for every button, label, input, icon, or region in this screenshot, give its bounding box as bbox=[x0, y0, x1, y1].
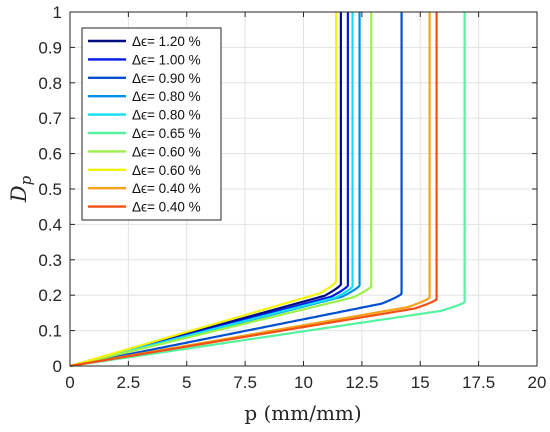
legend-entry: Δϵ= 0.80 % bbox=[132, 89, 201, 104]
axis-ticks: 0 2.5 5 7.5 10 12.5 15 17.5 20 0 0.1 0.2 0.3 0.4 0.5 0.… bbox=[38, 3, 546, 392]
legend-entry: Δϵ= 0.80 % bbox=[132, 108, 201, 123]
x-tick-label: 2.5 bbox=[117, 373, 141, 392]
series-line bbox=[69, 12, 338, 368]
legend: Δϵ= 1.20 % Δϵ= 1.00 % Δϵ= 0.90 % Δϵ= 0.80 %… bbox=[81, 27, 222, 221]
y-tick-label: 0.1 bbox=[38, 322, 62, 341]
legend-entry: Δϵ= 1.20 % bbox=[132, 34, 201, 49]
y-tick-label: 0 bbox=[53, 357, 62, 376]
y-tick-label: 0.3 bbox=[38, 251, 62, 270]
y-tick-label: 0.9 bbox=[38, 38, 62, 57]
y-axis-label-sub: p bbox=[17, 175, 35, 185]
x-tick-label: 0 bbox=[65, 373, 74, 392]
y-tick-label: 0.2 bbox=[38, 286, 62, 305]
y-tick-label: 0.8 bbox=[38, 74, 62, 93]
x-tick-label: 5 bbox=[182, 373, 191, 392]
y-tick-label: 1 bbox=[53, 3, 62, 22]
x-tick-label: 20 bbox=[528, 373, 547, 392]
legend-entry: Δϵ= 0.60 % bbox=[132, 163, 201, 178]
y-tick-label: 0.7 bbox=[38, 109, 62, 128]
legend-entry: Δϵ= 0.90 % bbox=[132, 71, 201, 86]
series-line bbox=[69, 12, 403, 368]
y-axis-label-group: Dp bbox=[7, 175, 35, 203]
y-tick-label: 0.5 bbox=[38, 180, 62, 199]
x-tick-label: 15 bbox=[411, 373, 430, 392]
y-tick-label: 0.6 bbox=[38, 145, 62, 164]
y-axis-label-main: D bbox=[7, 185, 31, 203]
x-tick-label: 7.5 bbox=[233, 373, 257, 392]
legend-entry: Δϵ= 1.00 % bbox=[132, 52, 201, 67]
x-tick-label: 17.5 bbox=[462, 373, 495, 392]
series-line bbox=[69, 12, 466, 368]
x-axis-label: p (mm/mm) bbox=[244, 401, 361, 425]
legend-entry: Δϵ= 0.60 % bbox=[132, 144, 201, 159]
y-tick-label: 0.4 bbox=[38, 215, 62, 234]
series-line bbox=[69, 12, 438, 368]
series-line bbox=[69, 12, 373, 368]
legend-entry: Δϵ= 0.40 % bbox=[132, 200, 201, 215]
y-axis-label: Dp bbox=[7, 175, 35, 203]
legend-entry: Δϵ= 0.65 % bbox=[132, 126, 201, 141]
x-tick-label: 12.5 bbox=[345, 373, 378, 392]
series-lines bbox=[69, 12, 466, 368]
x-tick-label: 10 bbox=[294, 373, 313, 392]
legend-entry: Δϵ= 0.40 % bbox=[132, 181, 201, 196]
